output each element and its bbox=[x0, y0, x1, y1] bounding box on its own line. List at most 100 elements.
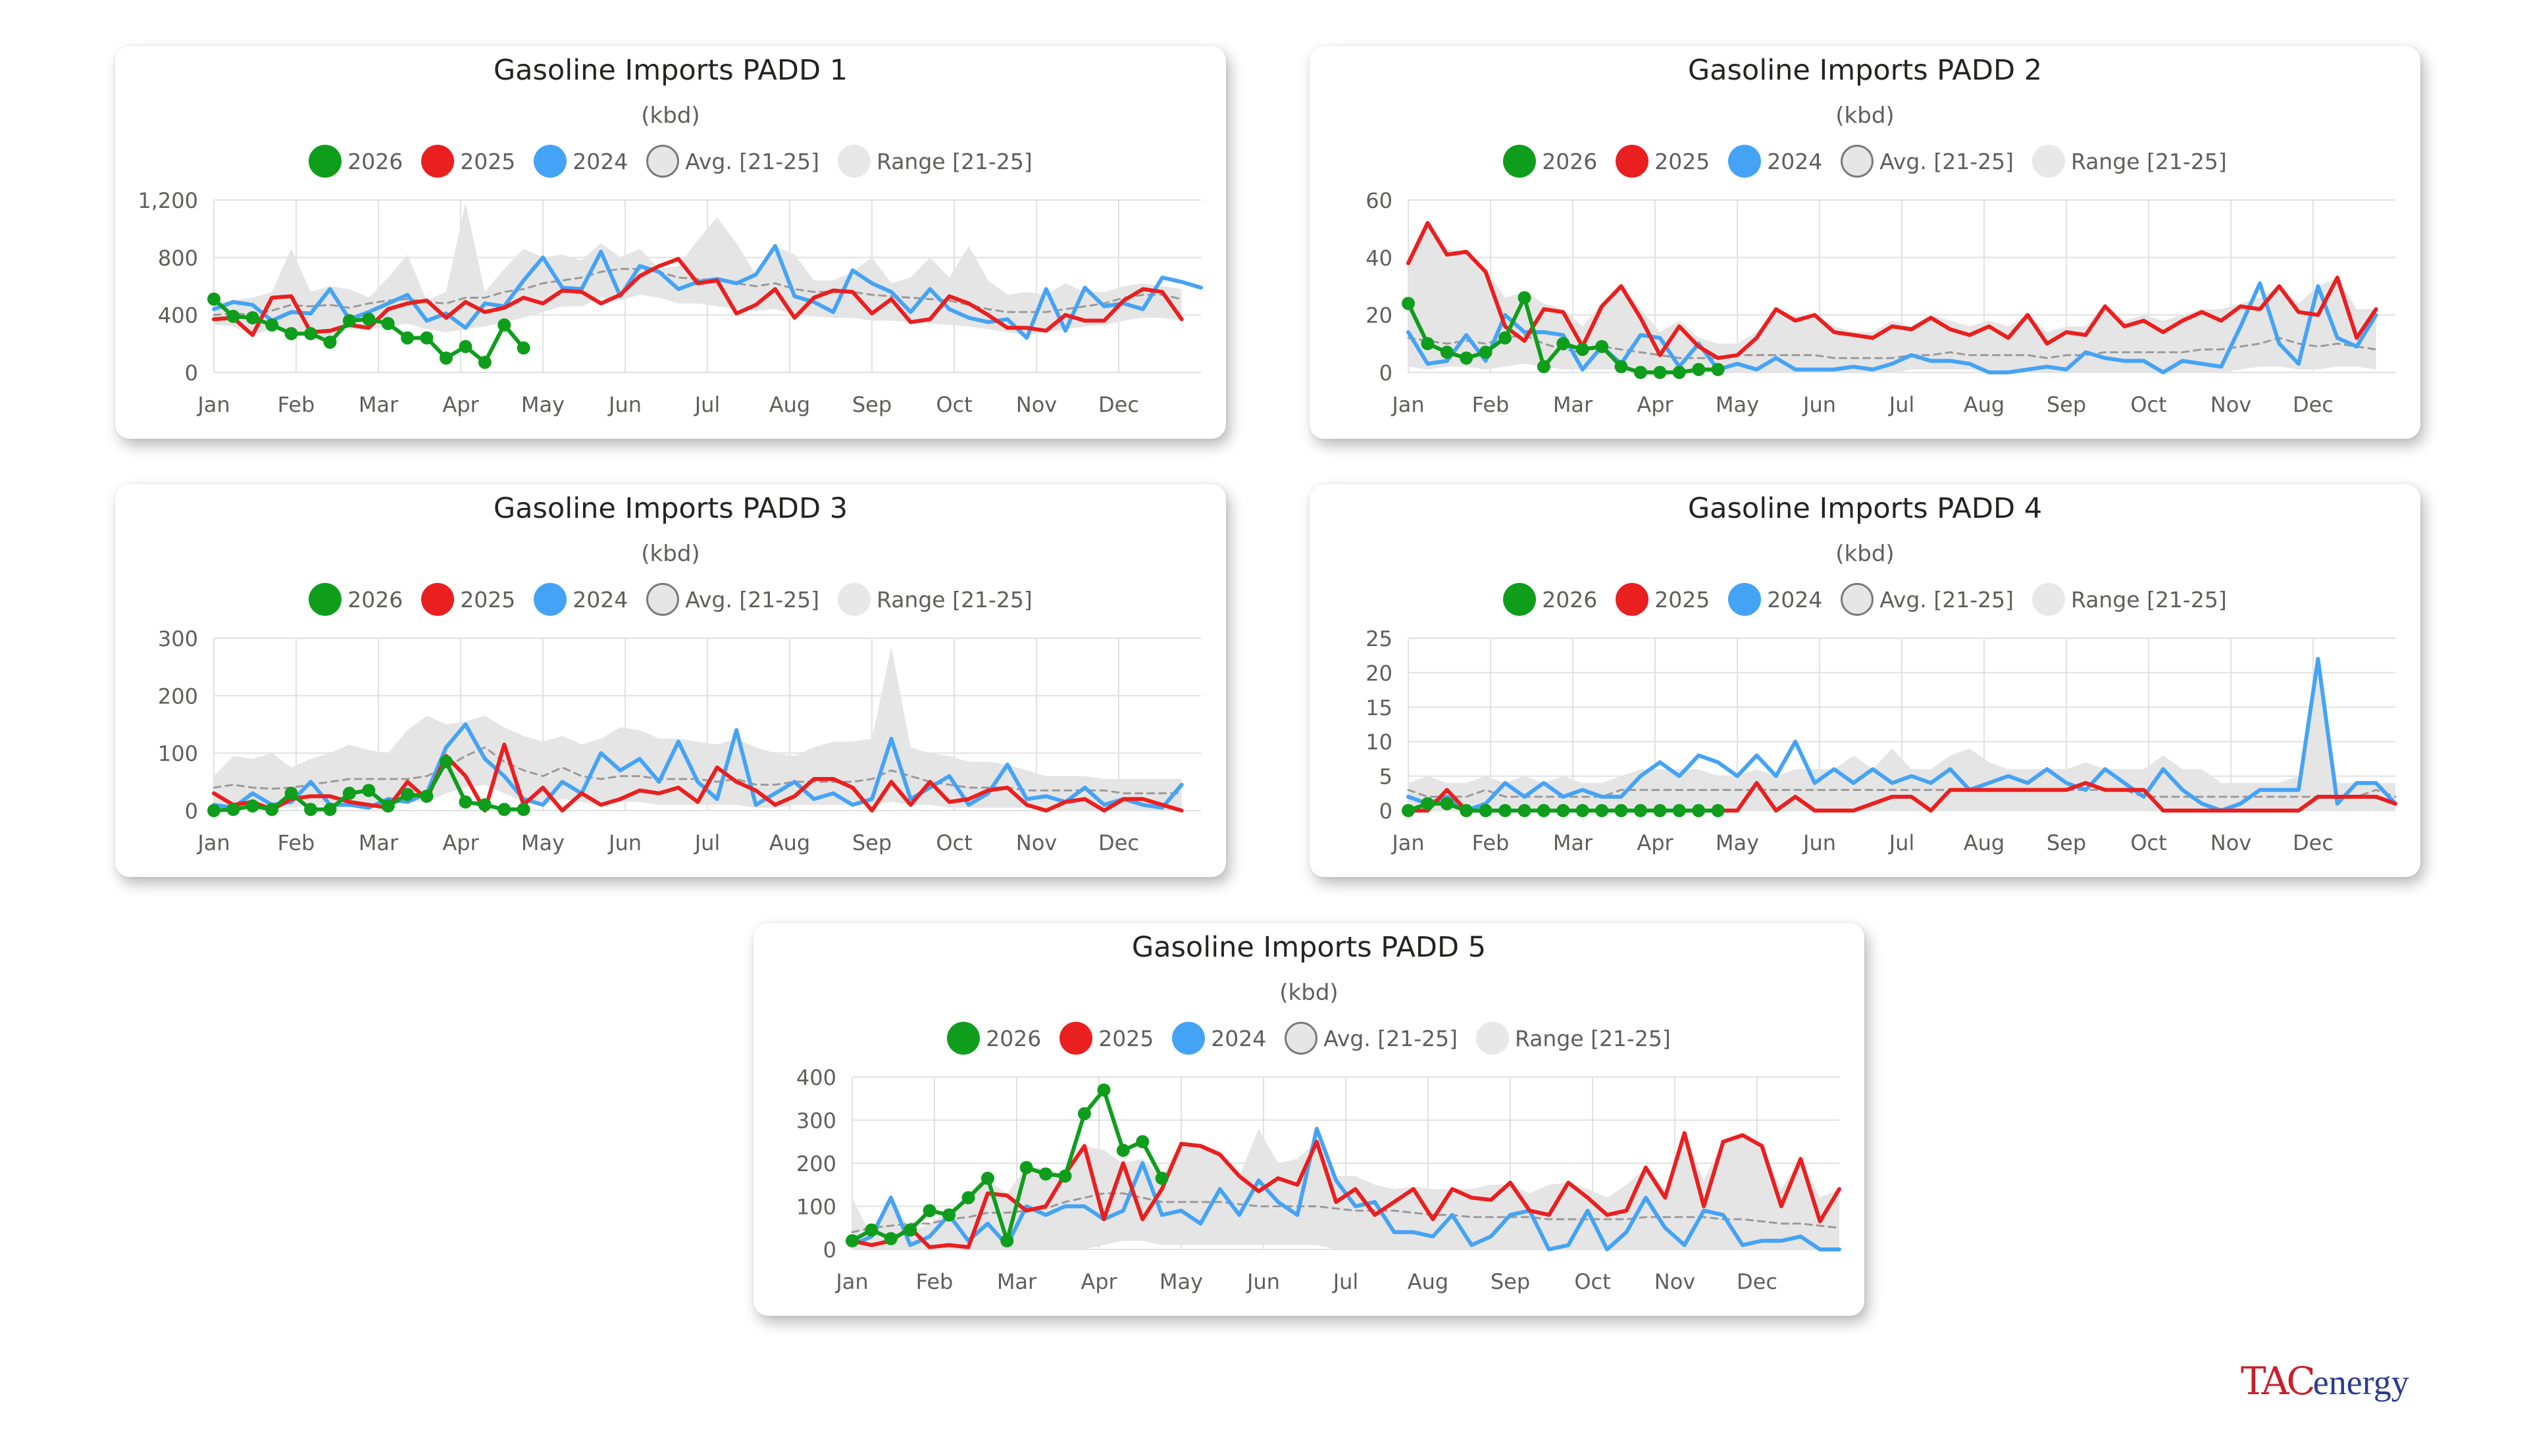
x-tick-label: Oct bbox=[2130, 830, 2166, 855]
chart-title: Gasoline Imports PADD 5 bbox=[1131, 931, 1487, 964]
x-tick-label: May bbox=[1716, 830, 1759, 855]
x-tick-label: Aug bbox=[1408, 1269, 1448, 1294]
series-2026-point bbox=[1575, 343, 1589, 357]
series-2026-point bbox=[1097, 1083, 1111, 1097]
x-tick-label: Nov bbox=[1016, 830, 1057, 855]
x-tick-label: Apr bbox=[442, 392, 479, 417]
y-tick-label: 200 bbox=[796, 1151, 836, 1176]
legend-item-2025[interactable]: 2025 bbox=[421, 583, 515, 616]
legend-item-2025[interactable]: 2025 bbox=[1616, 145, 1710, 178]
series-2026-point bbox=[981, 1171, 994, 1185]
series-2026-point bbox=[381, 316, 395, 330]
legend-item-2024[interactable]: 2024 bbox=[534, 145, 628, 178]
y-tick-label: 100 bbox=[158, 741, 198, 766]
y-tick-label: 0 bbox=[185, 361, 198, 386]
legend-item-2026[interactable]: 2026 bbox=[309, 583, 403, 616]
chart-plot: 0 20 40 60 Jan Feb Mar Apr May Jun Jul Aug Sep Oct Nov… bbox=[1366, 188, 2395, 417]
x-tick-label: Dec bbox=[1737, 1269, 1777, 1294]
series-2026-point bbox=[942, 1208, 956, 1222]
x-tick-label: Nov bbox=[1016, 392, 1057, 417]
legend-item-2026[interactable]: 2026 bbox=[309, 145, 403, 178]
legend-item-avg[interactable]: Avg. [21-25] bbox=[646, 145, 819, 178]
x-tick-label: Jun bbox=[1802, 830, 1836, 855]
chart-subtitle: (kbd) bbox=[641, 103, 700, 129]
series-2026-point bbox=[459, 795, 472, 809]
chart-legend: 2026 2025 2024 Avg. [21-25] Range [21-25… bbox=[115, 145, 1226, 178]
series-2025-line bbox=[1406, 220, 2378, 361]
legend-item-2024[interactable]: 2024 bbox=[1728, 583, 1822, 616]
series-2026-point bbox=[478, 798, 492, 812]
chart-subtitle: (kbd) bbox=[1835, 103, 1895, 129]
x-tick-label: Jun bbox=[607, 392, 642, 417]
series-2026-point bbox=[1000, 1234, 1014, 1247]
legend-item-2024[interactable]: 2024 bbox=[534, 583, 628, 616]
legend-label: 2024 bbox=[1767, 586, 1823, 613]
legend-item-2026[interactable]: 2026 bbox=[1503, 145, 1597, 178]
series-2026-point bbox=[381, 799, 395, 813]
legend-marker-range bbox=[1475, 1022, 1509, 1055]
legend-item-range[interactable]: Range [21-25] bbox=[1475, 1022, 1671, 1055]
legend-item-2025[interactable]: 2025 bbox=[1059, 1022, 1154, 1055]
series-2026-point bbox=[1039, 1167, 1053, 1181]
legend-marker-avg bbox=[1841, 583, 1874, 616]
legend-item-range[interactable]: Range [21-25] bbox=[2031, 583, 2227, 616]
series-2026-point bbox=[1518, 804, 1531, 817]
legend-item-2026[interactable]: 2026 bbox=[1503, 583, 1597, 616]
series-2026-point bbox=[1116, 1143, 1130, 1157]
legend-label: Range [21-25] bbox=[876, 586, 1033, 613]
legend-item-2024[interactable]: 2024 bbox=[1728, 145, 1822, 178]
chart-title: Gasoline Imports PADD 3 bbox=[493, 492, 848, 525]
series-2026-point bbox=[1421, 337, 1435, 351]
series-2026-point bbox=[884, 1232, 898, 1245]
legend-marker-2026 bbox=[309, 583, 342, 616]
series-2026-point bbox=[1614, 360, 1628, 374]
legend-item-avg[interactable]: Avg. [21-25] bbox=[646, 583, 819, 616]
legend-item-range[interactable]: Range [21-25] bbox=[837, 145, 1033, 178]
legend-marker-2025 bbox=[421, 145, 455, 178]
legend-item-2025[interactable]: 2025 bbox=[1616, 583, 1710, 616]
legend-label: 2026 bbox=[986, 1025, 1042, 1051]
series-2026-point bbox=[1692, 363, 1706, 376]
series-2026-point bbox=[1711, 363, 1725, 376]
series-2026-point bbox=[284, 327, 298, 341]
legend-label: 2026 bbox=[1542, 586, 1598, 613]
range-band bbox=[214, 647, 1182, 811]
x-tick-label: Aug bbox=[769, 392, 810, 417]
x-tick-label: Aug bbox=[1964, 392, 2004, 417]
legend-item-avg[interactable]: Avg. [21-25] bbox=[1841, 583, 2014, 616]
y-tick-label: 800 bbox=[158, 245, 198, 270]
series-2026-point bbox=[420, 331, 434, 345]
series-2026-point bbox=[1575, 804, 1589, 817]
legend-item-avg[interactable]: Avg. [21-25] bbox=[1841, 145, 2014, 178]
y-tick-label: 1,200 bbox=[138, 188, 198, 213]
legend-marker-2024 bbox=[534, 145, 567, 178]
chart-plot: 0 5 10 15 20 25 Jan Feb Mar Apr May Jun Jul Aug Sep Oct… bbox=[1366, 626, 2397, 855]
legend-label: Avg. [21-25] bbox=[685, 586, 819, 613]
series-2026-point bbox=[1155, 1171, 1169, 1185]
chart-title: Gasoline Imports PADD 1 bbox=[493, 54, 848, 87]
legend-item-avg[interactable]: Avg. [21-25] bbox=[1285, 1022, 1458, 1055]
legend-label: 2025 bbox=[1654, 586, 1710, 613]
x-tick-label: Nov bbox=[2210, 830, 2251, 855]
x-tick-label: Apr bbox=[1081, 1269, 1117, 1294]
y-tick-label: 40 bbox=[1366, 245, 1392, 270]
legend-marker-2026 bbox=[1503, 583, 1537, 616]
series-2026-point bbox=[1440, 345, 1454, 359]
series-2026-point bbox=[265, 318, 279, 332]
chart-card-padd-3: Gasoline Imports PADD 3 (kbd) 2026 2025 … bbox=[115, 484, 1226, 877]
series-2026-point bbox=[1614, 804, 1628, 817]
legend-item-2025[interactable]: 2025 bbox=[421, 145, 515, 178]
legend-marker-2024 bbox=[1728, 583, 1762, 616]
series-2026-point bbox=[865, 1223, 879, 1237]
tac-energy-logo: TACenergy bbox=[2241, 1359, 2409, 1403]
legend-item-range[interactable]: Range [21-25] bbox=[2031, 145, 2227, 178]
series-2026-point bbox=[1692, 804, 1706, 817]
legend-label: Avg. [21-25] bbox=[1323, 1025, 1458, 1051]
legend-item-range[interactable]: Range [21-25] bbox=[837, 583, 1033, 616]
legend-label: Range [21-25] bbox=[2070, 148, 2227, 174]
legend-item-2024[interactable]: 2024 bbox=[1172, 1022, 1266, 1055]
x-tick-label: Sep bbox=[852, 830, 892, 855]
x-tick-label: Jan bbox=[1391, 392, 1424, 417]
legend-label: Avg. [21-25] bbox=[1879, 586, 2014, 613]
legend-item-2026[interactable]: 2026 bbox=[947, 1022, 1041, 1055]
